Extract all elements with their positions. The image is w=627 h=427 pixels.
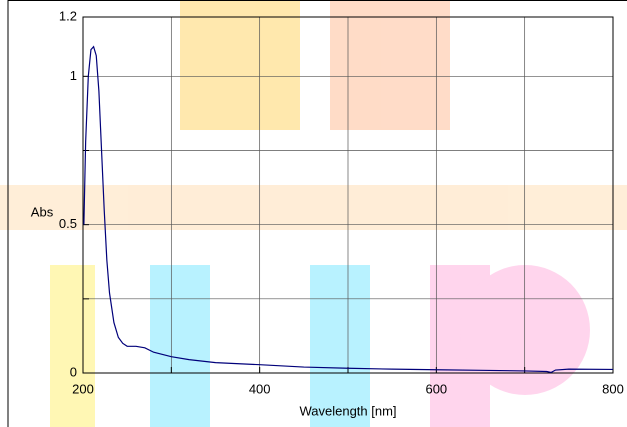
watermark-shape: [0, 185, 627, 230]
x-tick-label: 600: [425, 381, 447, 396]
watermark-shape: [50, 265, 95, 427]
watermark-shape: [180, 0, 300, 130]
page: {"chart_data": {"type": "line", "x_label…: [0, 0, 627, 427]
y-tick-label: 0.5: [59, 216, 77, 231]
y-tick-label: 1.2: [59, 8, 77, 23]
y-axis-label: Abs: [31, 204, 54, 219]
chart: Abs Wavelength [nm] 200 400 600 800 0 0.5 1 1.2: [0, 0, 627, 427]
x-tick-label: 200: [72, 381, 94, 396]
watermark: [0, 0, 627, 427]
watermark-shape: [150, 265, 210, 427]
x-tick-label: 800: [602, 381, 624, 396]
x-axis-label: Wavelength [nm]: [299, 403, 396, 418]
y-tick-label: 1: [70, 68, 77, 83]
x-tick-label: 400: [249, 381, 271, 396]
y-tick-label: 0: [70, 364, 77, 379]
